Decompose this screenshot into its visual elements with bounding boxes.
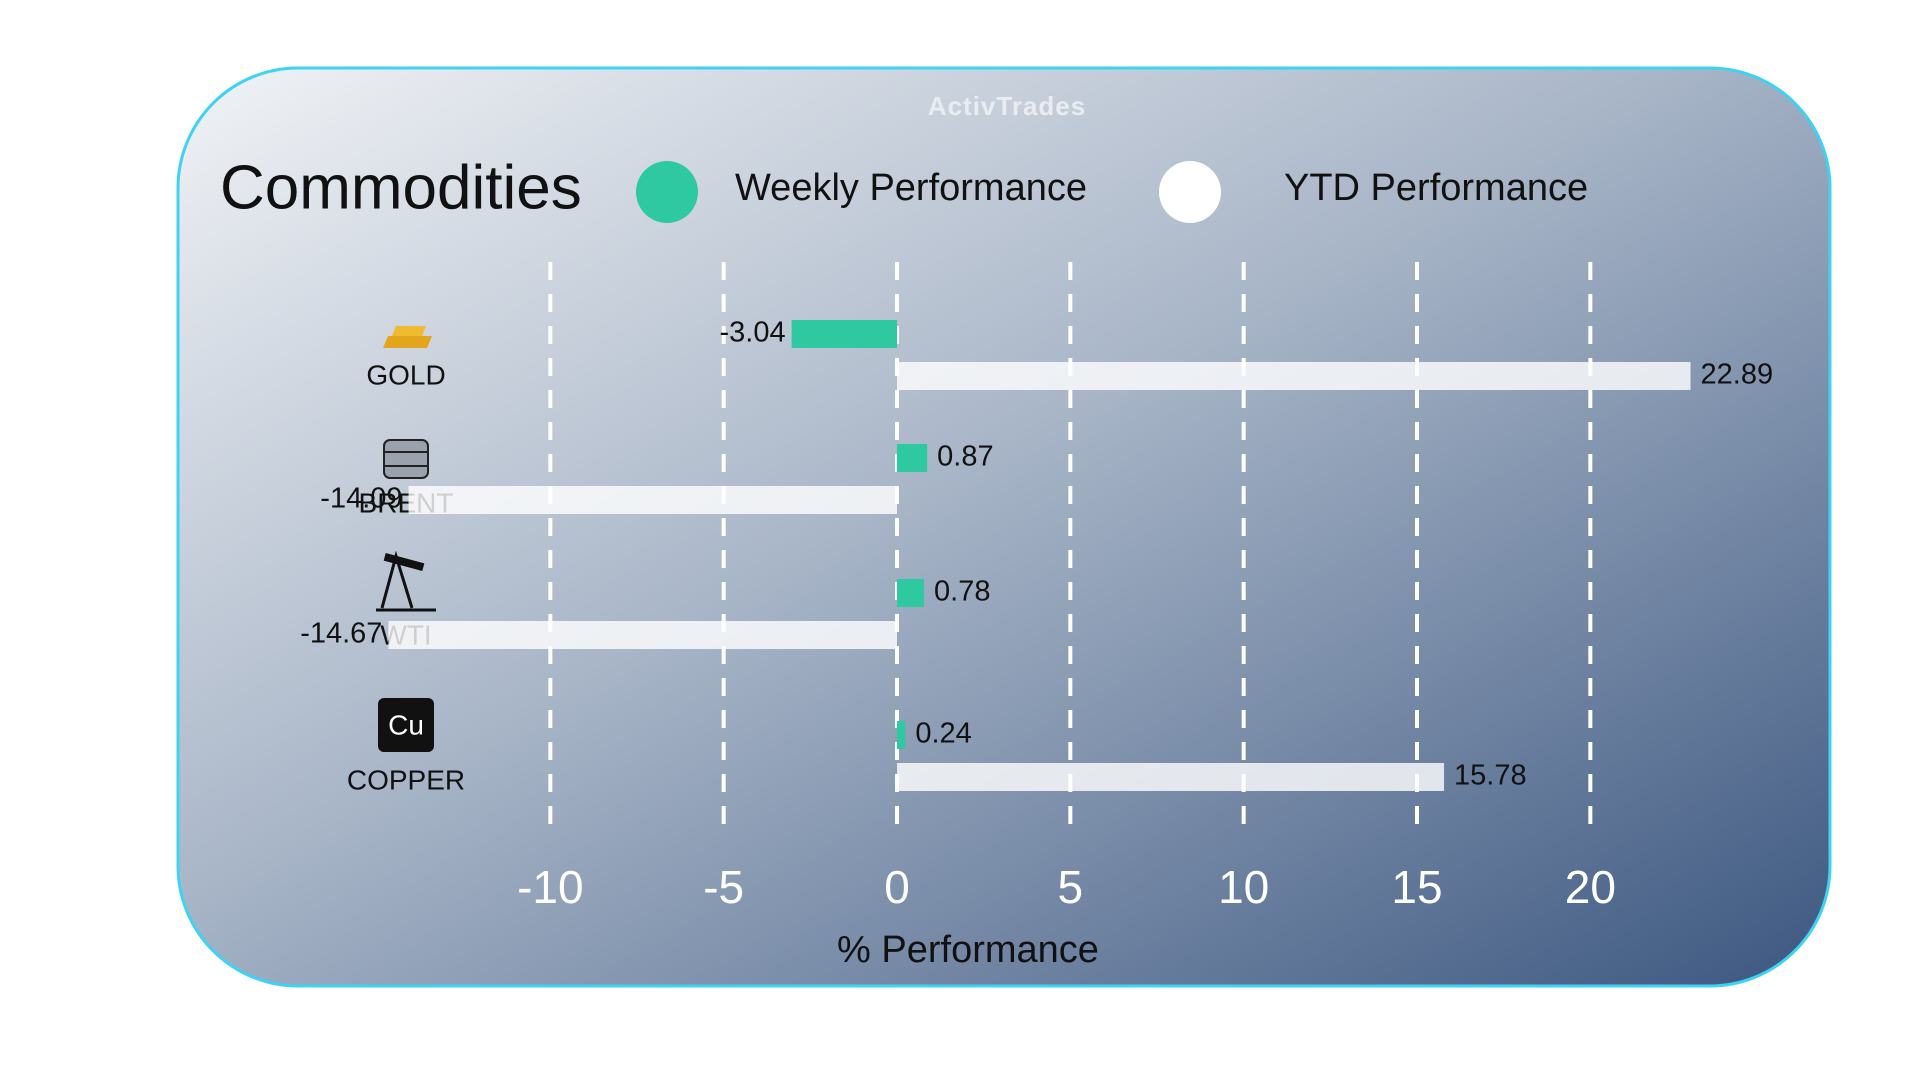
bar	[408, 486, 897, 514]
data-label: 0.78	[934, 576, 990, 608]
legend-label: Weekly Performance	[735, 167, 1087, 209]
x-tick-label: 0	[884, 861, 910, 913]
icon-brent	[383, 439, 429, 479]
bar	[897, 579, 925, 607]
brand: ActivTrades	[928, 91, 1086, 121]
category-label: GOLD	[366, 359, 445, 390]
icon-copper: Cu	[378, 698, 434, 752]
data-label: 22.89	[1701, 359, 1774, 391]
x-axis-label: % Performance	[837, 929, 1099, 971]
bar	[897, 362, 1691, 390]
category-label: COPPER	[347, 764, 465, 795]
legend-label: YTD Performance	[1284, 167, 1588, 209]
bar	[897, 763, 1445, 791]
data-label: -14.67	[300, 618, 382, 650]
x-tick-label: 10	[1218, 861, 1269, 913]
x-tick-label: 20	[1565, 861, 1616, 913]
x-tick-label: 15	[1391, 861, 1442, 913]
x-tick-label: -5	[703, 861, 744, 913]
bar	[897, 444, 928, 472]
bar	[388, 621, 897, 649]
bar	[791, 320, 897, 348]
data-label: 0.87	[937, 441, 993, 473]
legend-swatch	[1159, 161, 1221, 223]
data-label: 0.24	[915, 718, 971, 750]
data-label: -3.04	[720, 317, 786, 349]
x-tick-label: -10	[517, 861, 583, 913]
x-tick-label: 5	[1058, 861, 1084, 913]
icon-gold	[383, 326, 432, 348]
legend-swatch	[636, 161, 698, 223]
svg-text:Cu: Cu	[388, 709, 424, 740]
icon-wti	[376, 550, 436, 612]
data-label: 15.78	[1454, 760, 1527, 792]
data-label: -14.09	[320, 483, 402, 515]
chart-title: Commodities	[220, 153, 582, 222]
bar	[897, 721, 906, 749]
